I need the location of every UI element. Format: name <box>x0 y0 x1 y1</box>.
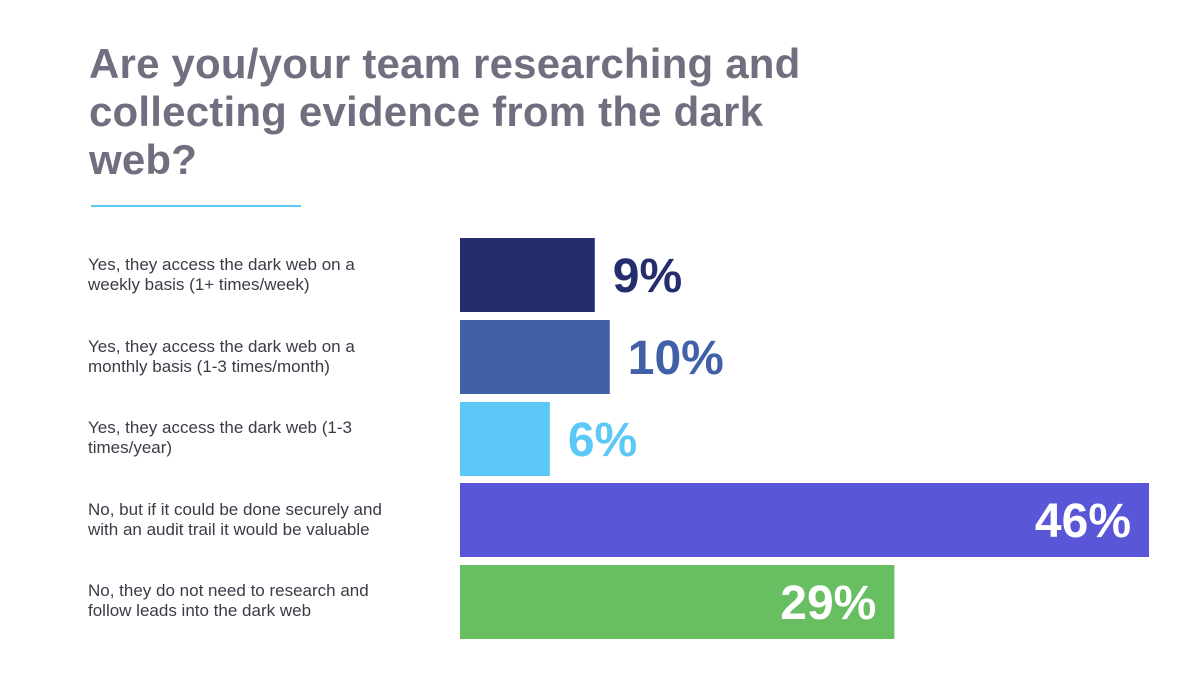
category-label: Yes, they access the dark web (1-3 times… <box>88 418 448 458</box>
bar-value-label: 10% <box>628 332 724 385</box>
category-label: Yes, they access the dark web on a month… <box>88 337 448 377</box>
bar-value-label: 6% <box>568 414 637 467</box>
category-label-line: times/year) <box>88 438 173 457</box>
bar-value-label: 29% <box>780 577 876 630</box>
category-label-line: Yes, they access the dark web (1-3 <box>88 418 352 437</box>
bar <box>460 320 610 394</box>
category-label-line: Yes, they access the dark web on a <box>88 337 355 356</box>
category-label: No, they do not need to research and fol… <box>88 581 448 621</box>
bar-value-label: 9% <box>613 250 682 303</box>
category-label: Yes, they access the dark web on a weekl… <box>88 255 448 295</box>
category-label-line: Yes, they access the dark web on a <box>88 255 355 274</box>
category-label-line: monthly basis (1-3 times/month) <box>88 357 330 376</box>
category-label-line: No, but if it could be done securely and <box>88 500 382 519</box>
category-label-line: with an audit trail it would be valuable <box>88 520 370 539</box>
category-label: No, but if it could be done securely and… <box>88 500 448 540</box>
category-label-line: No, they do not need to research and <box>88 581 369 600</box>
bar <box>460 402 550 476</box>
bar <box>460 565 895 639</box>
title-underline <box>91 205 301 207</box>
category-label-line: follow leads into the dark web <box>88 601 312 620</box>
bar <box>460 483 1149 557</box>
category-label-line: weekly basis (1+ times/week) <box>88 275 310 294</box>
bar-value-label: 46% <box>1035 495 1131 548</box>
bar <box>460 238 595 312</box>
chart-title: Are you/your team researching and collec… <box>89 40 801 183</box>
